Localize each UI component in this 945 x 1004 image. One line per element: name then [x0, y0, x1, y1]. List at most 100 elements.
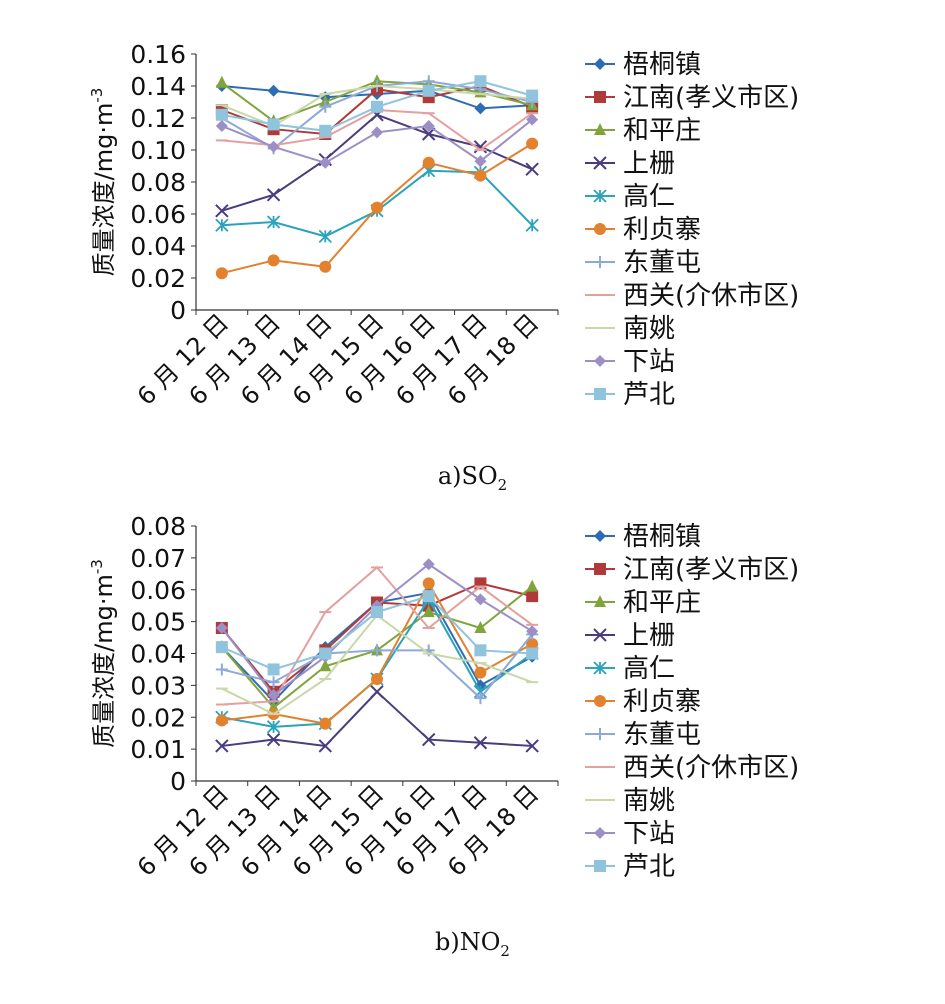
- so2-y-tick-label: 0: [170, 296, 186, 325]
- no2-y-tick-label: 0.05: [130, 608, 186, 637]
- so2-data-point: [422, 84, 435, 97]
- so2-data-point: [474, 169, 487, 182]
- so2-series-5: [215, 137, 539, 280]
- no2-legend-label: 梧桐镇: [623, 522, 701, 552]
- so2-data-point: [215, 75, 228, 88]
- so2-data-point: [319, 100, 332, 113]
- no2-data-point: [422, 577, 435, 590]
- so2-data-point: [266, 215, 281, 229]
- so2-data-point: [525, 218, 539, 232]
- no2-series-7: [215, 566, 539, 706]
- so2-legend-marker: [593, 189, 607, 203]
- no2-data-point: [215, 739, 229, 753]
- no2-data-point: [474, 666, 487, 679]
- so2-series-10: [215, 75, 539, 137]
- so2-legend-label: 下站: [623, 347, 675, 377]
- no2-data-point: [474, 644, 487, 657]
- so2-series-9: [215, 113, 539, 169]
- no2-legend-label: 南姚: [623, 786, 675, 816]
- so2-data-point: [526, 137, 539, 150]
- no2-series-10: [215, 590, 539, 676]
- so2-legend-marker: [593, 156, 607, 170]
- so2-data-point: [266, 188, 281, 202]
- so2-data-point: [474, 102, 487, 115]
- so2-data-point: [526, 89, 539, 102]
- so2-legend-label: 上栅: [623, 149, 675, 179]
- no2-data-point: [215, 714, 228, 727]
- so2-data-point: [371, 201, 383, 214]
- no2-legend-label: 高仁: [623, 654, 675, 684]
- no2-data-point: [319, 659, 332, 672]
- no2-legend-label: 江南(孝义市区): [623, 555, 799, 585]
- so2-legend-label: 和平庄: [623, 116, 701, 146]
- no2-legend-label: 东董屯: [623, 720, 701, 750]
- so2-data-point: [215, 218, 229, 232]
- so2-legend-marker: [594, 58, 606, 70]
- so2-data-point: [474, 155, 487, 168]
- no2-y-axis-title: 质量浓度/mg·m-3: [88, 559, 118, 748]
- no2-data-point: [370, 685, 384, 699]
- no2-data-point: [474, 593, 487, 606]
- no2-legend-marker: [594, 695, 606, 707]
- so2-y-tick-label: 0.10: [130, 136, 186, 165]
- no2-data-point: [422, 558, 435, 571]
- so2-legend-marker: [594, 355, 606, 367]
- so2-data-point: [319, 124, 332, 137]
- no2-y-tick-label: 0.07: [130, 544, 186, 573]
- no2-y-tick-label: 0.08: [130, 512, 186, 541]
- so2-y-tick-label: 0.16: [130, 40, 186, 69]
- so2-y-tick-label: 0.04: [130, 232, 186, 261]
- so2-data-point: [525, 162, 539, 176]
- no2-data-point: [266, 720, 281, 734]
- no2-data-point: [371, 606, 383, 619]
- no2-legend-label: 西关(介休市区): [623, 753, 799, 783]
- so2-data-point: [318, 229, 332, 244]
- so2-legend-marker: [594, 256, 606, 268]
- no2-data-point: [215, 622, 228, 634]
- so2-data-point: [267, 118, 280, 131]
- so2-y-tick-label: 0.12: [130, 104, 186, 133]
- no2-legend-marker: [594, 728, 606, 740]
- no2-y-tick-label: 0.04: [130, 640, 186, 669]
- no2-data-point: [525, 739, 539, 753]
- no2-caption: b)NO2: [435, 928, 510, 960]
- no2-data-point: [526, 579, 539, 592]
- so2-legend-label: 芦北: [623, 380, 675, 410]
- so2-data-point: [215, 120, 228, 132]
- so2-y-axis-title: 质量浓度/mg·m-3: [88, 88, 118, 277]
- so2-data-point: [319, 156, 332, 169]
- so2-caption: a)SO2: [437, 462, 508, 494]
- no2-legend-label: 芦北: [623, 852, 675, 882]
- so2-data-point: [371, 100, 383, 113]
- no2-data-point: [474, 621, 487, 633]
- no2-y-tick-label: 0.06: [130, 576, 186, 605]
- so2-y-tick-label: 0.02: [130, 264, 186, 293]
- no2-series-3: [215, 685, 539, 753]
- so2-data-point: [422, 127, 436, 141]
- so2-data-point: [422, 156, 435, 169]
- so2-legend-marker: [594, 388, 606, 400]
- no2-data-point: [266, 732, 281, 747]
- no2-legend-marker: [594, 530, 606, 542]
- no2-data-point: [319, 717, 332, 730]
- no2-data-point: [215, 663, 228, 676]
- no2-data-point: [473, 736, 488, 750]
- so2-data-point: [267, 140, 280, 153]
- no2-y-tick-label: 0.02: [130, 703, 186, 732]
- no2-chart: 0 0.01 0.02 0.030.04 0.05 0.06 0.07 0.08 质量浓度/mg…: [88, 512, 799, 882]
- so2-legend-label: 高仁: [623, 182, 675, 212]
- no2-legend-marker: [594, 563, 606, 575]
- so2-legend-marker: [594, 223, 606, 235]
- no2-data-point: [371, 644, 383, 657]
- so2-y-tick-label: 0.06: [130, 200, 186, 229]
- so2-data-point: [267, 254, 280, 267]
- so2-y-tick-label: 0.14: [130, 72, 186, 101]
- so2-legend-label: 利贞寨: [623, 215, 701, 245]
- no2-legend-label: 下站: [623, 819, 675, 849]
- no2-legend-label: 利贞寨: [623, 687, 701, 717]
- no2-y-tick-label: 0.01: [130, 735, 186, 764]
- so2-legend-marker: [594, 123, 606, 135]
- no2-legend-marker: [593, 661, 607, 675]
- so2-data-point: [215, 108, 228, 121]
